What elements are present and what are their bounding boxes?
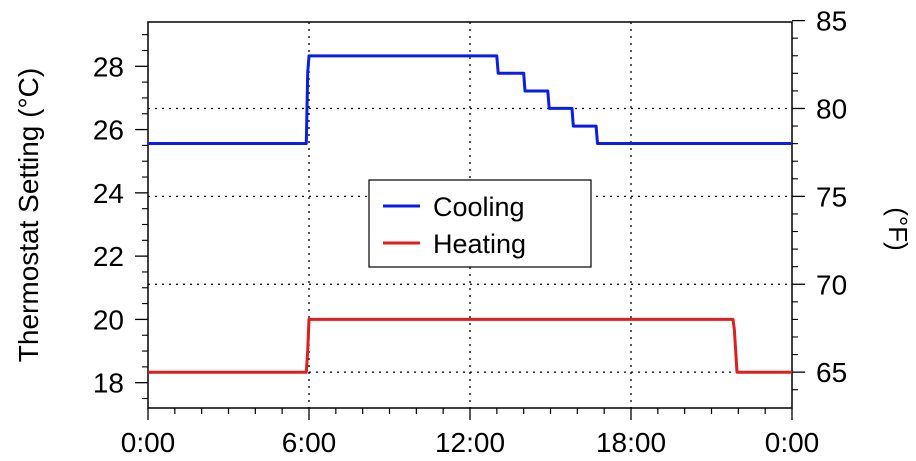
y-tick-label: 22 <box>93 241 124 272</box>
x-tick-label: 0:00 <box>121 427 176 458</box>
y2-tick-label: 85 <box>816 6 847 37</box>
y-tick-label: 26 <box>93 115 124 146</box>
y-tick-label: 24 <box>93 178 124 209</box>
legend: Cooling Heating <box>368 179 592 268</box>
legend-label-heating: Heating <box>433 229 526 259</box>
y-tick-label: 18 <box>93 368 124 399</box>
x-tick-label: 18:00 <box>596 427 666 458</box>
y2-tick-label: 65 <box>816 357 847 388</box>
x-tick-label: 0:00 <box>765 427 820 458</box>
y-axis-label: Thermostat Setting (°C) <box>13 68 44 362</box>
y2-tick-label: 80 <box>816 93 847 124</box>
y-tick-label: 20 <box>93 304 124 335</box>
series-line-heating <box>148 317 792 374</box>
axes: 0:00 6:00 12:00 18:00 0:00 18 20 22 24 26 28 65 70 75… <box>93 6 847 458</box>
x-tick-label: 12:00 <box>435 427 505 458</box>
legend-label-cooling: Cooling <box>433 192 525 222</box>
y-tick-label: 28 <box>93 51 124 82</box>
y2-tick-label: 75 <box>816 181 847 212</box>
legend-box <box>368 179 592 268</box>
series-lines <box>148 54 792 374</box>
y2-tick-label: 70 <box>816 269 847 300</box>
series-line-cooling <box>148 54 792 145</box>
y2-axis-label: (°F) <box>883 207 913 251</box>
x-tick-label: 6:00 <box>282 427 337 458</box>
